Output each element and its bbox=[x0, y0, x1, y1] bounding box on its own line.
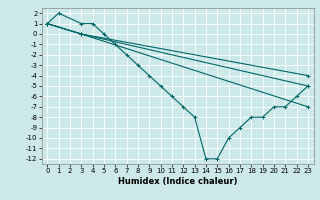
X-axis label: Humidex (Indice chaleur): Humidex (Indice chaleur) bbox=[118, 177, 237, 186]
